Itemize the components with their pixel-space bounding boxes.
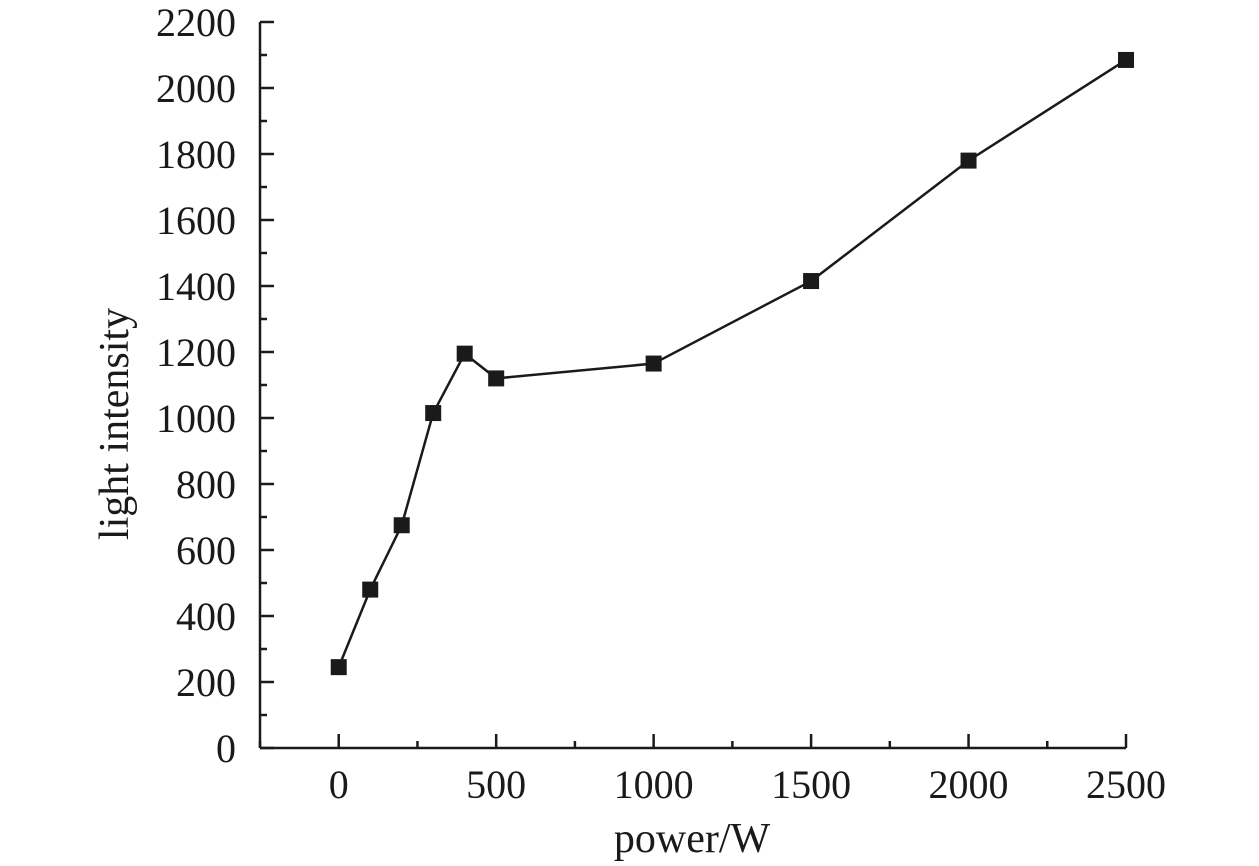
- y-tick-label: 1600: [156, 198, 236, 243]
- y-tick-label: 0: [216, 726, 236, 771]
- y-tick-label: 600: [176, 528, 236, 573]
- x-tick-label: 2000: [929, 762, 1009, 807]
- x-tick-label: 500: [466, 762, 526, 807]
- y-tick-label: 2200: [156, 0, 236, 45]
- data-point-marker: [393, 517, 410, 534]
- tick-labels: 0 500 1000 1500 2000 2500 0 200 400 600 800 1000 120…: [156, 0, 1166, 807]
- data-point-marker: [488, 370, 505, 387]
- y-tick-label: 2000: [156, 66, 236, 111]
- y-axis-title: light intensity: [92, 308, 138, 540]
- data-point-marker: [425, 405, 442, 422]
- data-point-marker: [330, 659, 347, 676]
- data-point-marker: [362, 581, 379, 598]
- x-tick-label: 0: [329, 762, 349, 807]
- x-tick-label: 1500: [771, 762, 851, 807]
- data-point-marker: [1118, 51, 1134, 68]
- x-tick-label: 1000: [614, 762, 694, 807]
- x-axis-title: power/W: [614, 816, 771, 862]
- plot-area: [330, 51, 1134, 676]
- y-tick-label: 800: [176, 462, 236, 507]
- axes: [258, 22, 1126, 750]
- y-tick-label: 1400: [156, 264, 236, 309]
- data-point-marker: [456, 345, 473, 362]
- y-tick-label: 1000: [156, 396, 236, 441]
- data-point-marker: [645, 355, 662, 372]
- data-point-marker: [960, 152, 977, 169]
- data-point-marker: [803, 273, 820, 290]
- y-tick-label: 200: [176, 660, 236, 705]
- y-tick-label: 1200: [156, 330, 236, 375]
- y-tick-label: 1800: [156, 132, 236, 177]
- axis-ticks: [258, 20, 1128, 750]
- x-tick-label: 2500: [1086, 762, 1166, 807]
- y-tick-label: 400: [176, 594, 236, 639]
- series-line: [337, 58, 1127, 668]
